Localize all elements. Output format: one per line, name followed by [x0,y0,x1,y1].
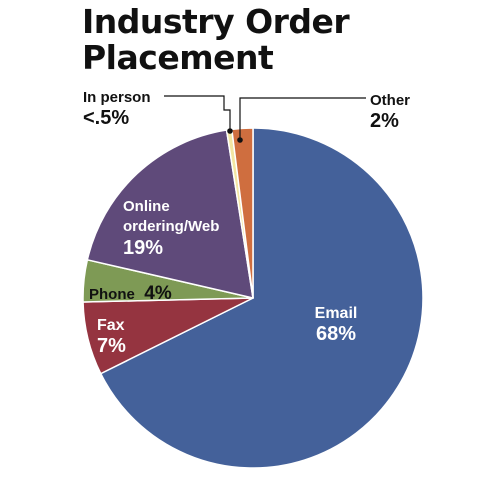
callout-line-in-person [164,95,231,131]
pie-slices [82,127,424,469]
slice-value-other: 2% [370,110,399,132]
slice-label-fax: Fax [97,317,125,334]
chart-title: Industry Order Placement [82,2,350,77]
callout-line-other [239,97,366,140]
callout-dot-in-person [227,128,233,134]
slice-label-email: Email [315,305,358,322]
slice-label-phone: Phone 4% [89,283,172,304]
slice-value-in-person: <.5% [83,107,129,129]
chart-title-line-2: Placement [82,38,274,77]
slice-value-email: 68% [316,323,356,345]
chart-title-line-1: Industry Order [82,2,350,41]
slice-value-web: 19% [123,237,163,259]
slice-label-web-line-2: ordering/Web [123,218,219,235]
slice-label-phone-name: Phone [89,286,135,303]
slice-label-web-line-1: Online [123,198,170,215]
slice-value-fax: 7% [97,335,126,357]
callout-dot-other [237,137,243,143]
pie-slice-online-ordering-web [86,129,254,299]
pie-slice-email [100,127,424,469]
slice-value-phone: 4% [144,283,172,304]
slice-label-in-person: In person [83,89,151,106]
slice-label-other: Other [370,92,410,109]
